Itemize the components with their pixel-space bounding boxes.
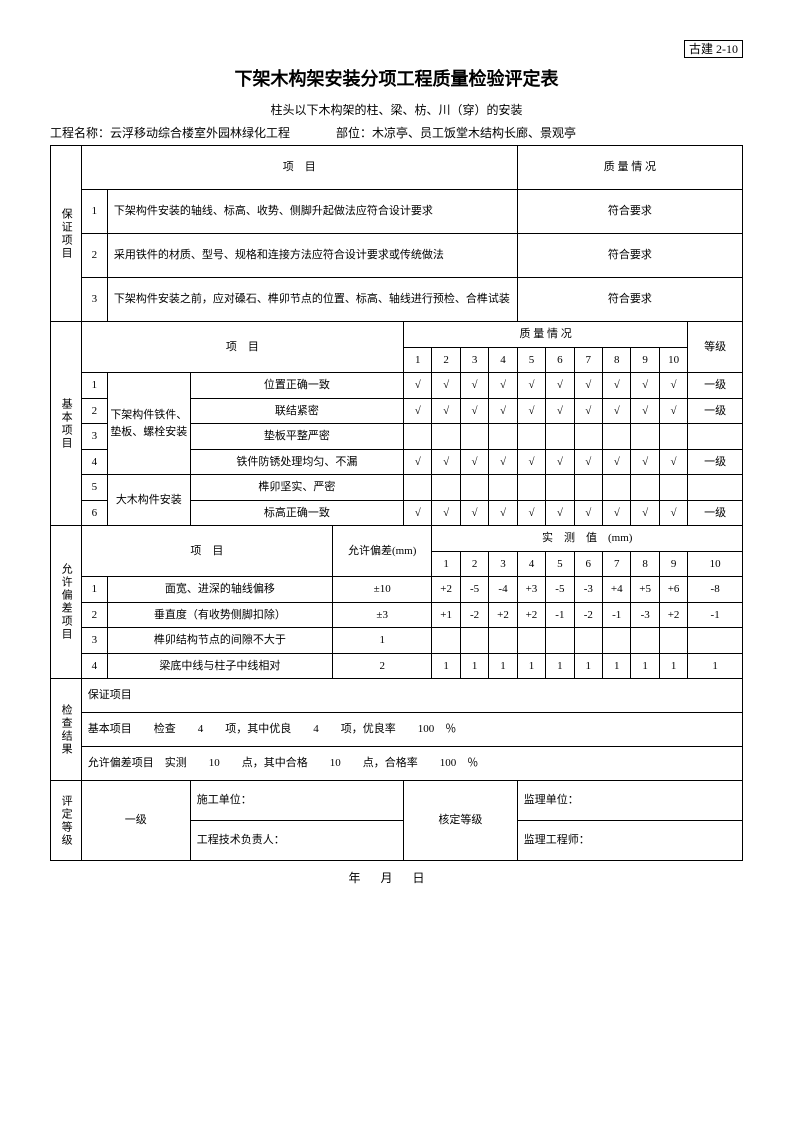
hdr-item: 项 目: [81, 146, 517, 190]
doc-code: 古建 2-10: [50, 40, 743, 57]
main-table: 保证项目 项 目 质 量 情 况 1 下架构件安装的轴线、标高、收势、侧脚升起做…: [50, 145, 743, 861]
table-row: 基本项目 检查 4 项，其中优良 4 项，优良率 100 ％: [51, 713, 743, 747]
section-check: 检查结果: [51, 679, 82, 781]
table-row: 1 面宽、进深的轴线偏移 ±10 +2-5-4+3-5-3+4+5+6-8: [51, 577, 743, 603]
subtitle: 柱头以下木构架的柱、梁、枋、川（穿）的安装: [50, 101, 743, 118]
table-row: 1 下架构件铁件、垫板、螺栓安装 位置正确一致 √√√√√√√√√√ 一级: [51, 373, 743, 399]
table-row: 保证项目 项 目 质 量 情 况: [51, 146, 743, 190]
table-row: 检查结果 保证项目: [51, 679, 743, 713]
table-row: 3 榫卯结构节点的间隙不大于 1: [51, 628, 743, 654]
table-row: 5 大木构件安装 榫卯坚实、严密: [51, 475, 743, 501]
section-basic: 基本项目: [51, 322, 82, 526]
table-row: 评定等级 一级 施工单位： 核定等级 监理单位：: [51, 781, 743, 821]
table-row: 允许偏差项目 项 目 允许偏差(mm) 实 测 值 (mm): [51, 526, 743, 552]
table-row: 4 梁底中线与柱子中线相对 2 1111111111: [51, 653, 743, 679]
table-row: 3 下架构件安装之前，应对磉石、榫卯节点的位置、标高、轴线进行预检、合榫试装 符…: [51, 278, 743, 322]
meta-line: 工程名称：云浮移动综合楼室外园林绿化工程 部位：木凉亭、员工饭堂木结构长廊、景观…: [50, 124, 743, 141]
page-title: 下架木构架安装分项工程质量检验评定表: [50, 65, 743, 91]
table-row: 2 采用铁件的材质、型号、规格和连接方法应符合设计要求或传统做法 符合要求: [51, 234, 743, 278]
table-row: 1 下架构件安装的轴线、标高、收势、侧脚升起做法应符合设计要求 符合要求: [51, 190, 743, 234]
table-row: 基本项目 项 目 质 量 情 况 等级: [51, 322, 743, 348]
table-row: 允许偏差项目 实测 10 点，其中合格 10 点，合格率 100 ％: [51, 747, 743, 781]
hdr-quality: 质 量 情 况: [517, 146, 742, 190]
footer-date: 年月日: [50, 869, 743, 886]
section-deviation: 允许偏差项目: [51, 526, 82, 679]
section-guarantee: 保证项目: [51, 146, 82, 322]
table-row: 2 垂直度（有收势侧脚扣除） ±3 +1-2+2+2-1-2-1-3+2-1: [51, 602, 743, 628]
section-eval: 评定等级: [51, 781, 82, 861]
